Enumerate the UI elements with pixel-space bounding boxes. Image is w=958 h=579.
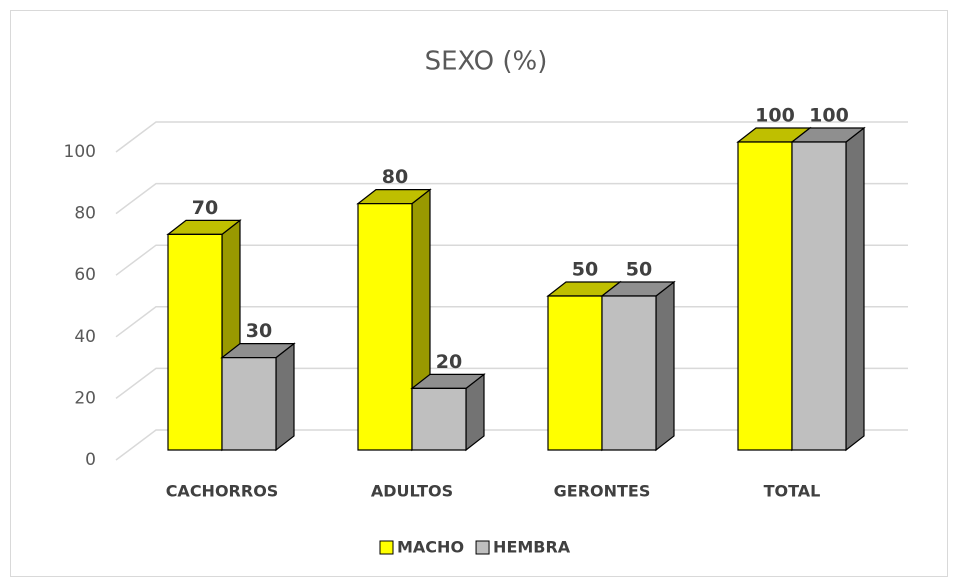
y-tick-label: 20 — [74, 388, 96, 408]
data-label: 80 — [382, 166, 408, 188]
bar-face — [845, 126, 865, 452]
bar — [356, 188, 432, 452]
chart-title: SEXO (%) — [425, 47, 548, 77]
x-tick-label: TOTAL — [764, 482, 821, 501]
x-tick-label: ADULTOS — [371, 482, 453, 501]
x-tick-label: CACHORROS — [166, 482, 279, 501]
bar-face — [221, 357, 277, 451]
bar — [790, 126, 866, 452]
legend-label: HEMBRA — [493, 538, 571, 557]
y-tick-label: 0 — [85, 450, 96, 470]
bar-face — [791, 141, 847, 451]
bar — [600, 280, 676, 452]
y-tick-label: 100 — [64, 142, 96, 162]
y-tick-label: 60 — [74, 265, 96, 285]
bar-face — [411, 387, 467, 451]
data-label: 50 — [572, 259, 598, 281]
grid-line — [115, 121, 908, 153]
bar-face — [357, 203, 413, 451]
data-label: 100 — [809, 105, 849, 127]
legend-label: MACHO — [397, 538, 464, 557]
bar-face — [167, 233, 223, 451]
grid-line — [115, 244, 908, 276]
bar — [410, 373, 486, 452]
bar-face — [655, 280, 675, 452]
bar-face — [547, 295, 603, 451]
data-label: 30 — [246, 320, 272, 342]
y-tick-label: 80 — [74, 204, 96, 224]
data-label: 20 — [436, 351, 462, 373]
bar-face — [601, 295, 657, 451]
data-label: 100 — [755, 105, 795, 127]
y-tick-label: 40 — [74, 327, 96, 347]
legend-swatch — [379, 540, 394, 555]
bar-face — [737, 141, 793, 451]
grid-line — [115, 182, 908, 215]
bar — [220, 342, 296, 452]
bar-face — [275, 342, 295, 452]
legend-swatch — [475, 540, 490, 555]
data-label: 50 — [626, 259, 652, 281]
data-label: 70 — [192, 197, 218, 219]
x-tick-label: GERONTES — [554, 482, 651, 501]
